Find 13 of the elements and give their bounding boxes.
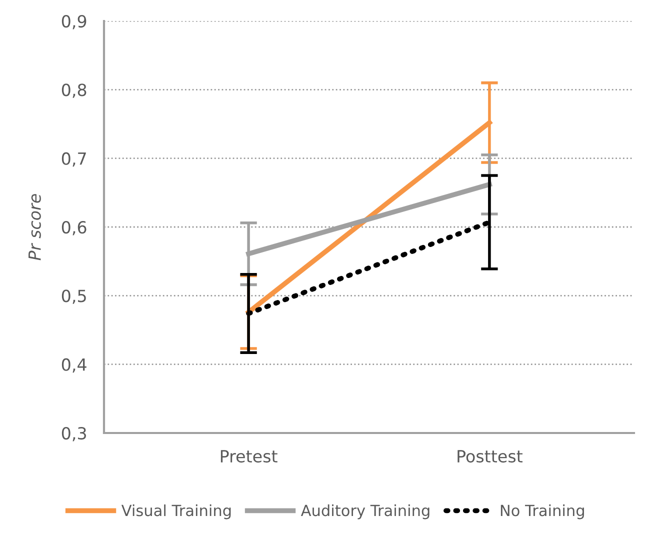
x-tick-label: Pretest <box>220 450 278 463</box>
y-tick-label: 0,4 <box>62 358 86 373</box>
legend-label: No Training <box>500 504 584 520</box>
y-tick-label: 0,3 <box>62 426 86 442</box>
y-tick-label: 0,5 <box>62 290 86 304</box>
legend-label: Visual Training <box>121 504 231 520</box>
y-tick-label: 0,6 <box>62 220 86 236</box>
x-tick-label: Posttest <box>458 450 522 463</box>
y-tick-label: 0,9 <box>62 14 86 30</box>
legend-label: Auditory Training <box>300 504 430 520</box>
y-tick-label: 0,7 <box>62 152 86 167</box>
y-tick-label: 0,8 <box>62 84 86 98</box>
y-axis-title: Pr score <box>28 194 41 260</box>
